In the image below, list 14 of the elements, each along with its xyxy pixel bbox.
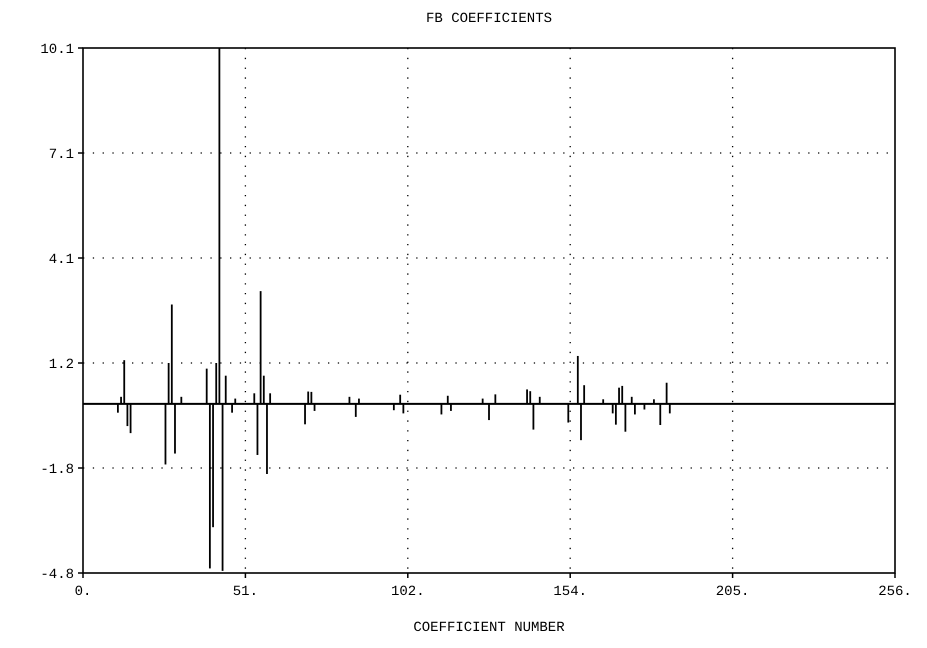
y-tick-label: 7.1 bbox=[48, 146, 74, 163]
x-tick-label: 0. bbox=[74, 584, 92, 600]
y-tick-label: 4.1 bbox=[48, 252, 74, 268]
y-tick-label: 1.2 bbox=[48, 356, 74, 373]
y-tick-label: -4.8 bbox=[40, 566, 74, 583]
x-tick-label: 205. bbox=[716, 584, 750, 600]
y-tick-label: -1.8 bbox=[40, 462, 74, 478]
y-tick-label: 10.1 bbox=[40, 42, 74, 58]
x-tick-label: 256. bbox=[878, 584, 912, 600]
x-tick-label: 51. bbox=[232, 584, 258, 600]
chart-title: FB COEFFICIENTS bbox=[426, 11, 552, 27]
x-tick-label: 102. bbox=[390, 584, 425, 600]
x-tick-label: 154. bbox=[553, 584, 588, 600]
x-axis-title: COEFFICIENT NUMBER bbox=[413, 620, 566, 636]
